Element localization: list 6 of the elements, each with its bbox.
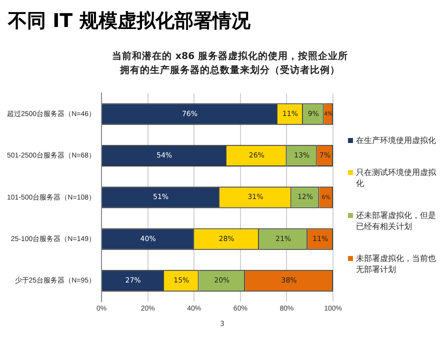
- chart-subtitle: 当前和潜在的 x86 服务器虚拟化的使用，按照企业所拥有的生产服务器的总数量来划分（受访者比例）: [111, 50, 349, 78]
- legend-label: 未部署虚拟化，当前也无部署计划: [356, 253, 437, 275]
- legend-label: 还未部署虚拟化，但是已经有相关计划: [356, 210, 437, 232]
- legend-label: 在生产环境使用虚拟化: [356, 135, 436, 146]
- legend-label: 只在测试环境使用虚拟化: [356, 167, 437, 189]
- chart-title: 不同 IT 规模虚拟化部署情况: [8, 9, 250, 34]
